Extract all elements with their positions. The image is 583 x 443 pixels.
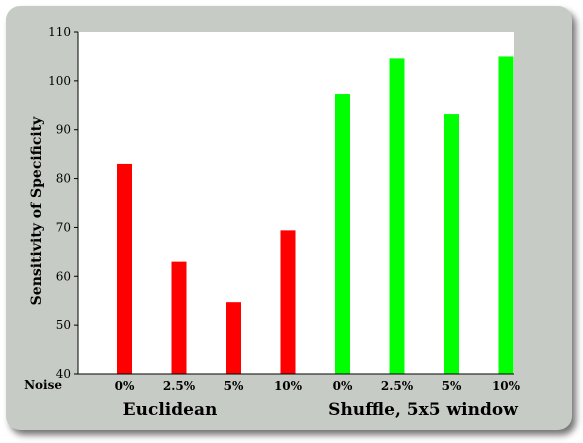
- bar-6: [444, 114, 459, 374]
- bar-1: [171, 261, 187, 374]
- y-tick-label: 70: [56, 220, 71, 234]
- y-tick-label: 100: [48, 74, 71, 88]
- x-tick-label-3: 10%: [274, 379, 303, 393]
- y-axis-label: Sensitivity of Specificity: [29, 116, 45, 305]
- x-tick-label-0: 0%: [115, 379, 135, 393]
- y-tick-label: 80: [56, 172, 71, 186]
- group-label-shuffle: Shuffle, 5x5 window: [328, 400, 518, 420]
- bar-7: [498, 56, 514, 375]
- x-tick-label-1: 2.5%: [163, 379, 196, 393]
- bar-5: [389, 58, 405, 374]
- group-label-euclidean: Euclidean: [123, 400, 218, 420]
- x-tick-label-4: 0%: [333, 379, 353, 393]
- bar-3: [280, 230, 296, 374]
- x-axis-label: Noise: [24, 378, 62, 392]
- x-tick-label-7: 10%: [492, 379, 521, 393]
- bar-4: [335, 94, 350, 374]
- plot-area: [78, 32, 514, 374]
- x-tick-label-6: 5%: [442, 379, 462, 393]
- y-tick-label: 60: [56, 269, 71, 283]
- bar-0: [117, 163, 132, 374]
- y-tick-label: 110: [48, 25, 71, 39]
- bar-2: [226, 302, 241, 374]
- y-tick-label: 50: [56, 318, 71, 332]
- y-tick-label: 40: [56, 367, 71, 381]
- y-tick-label: 90: [56, 123, 71, 137]
- x-tick-label-5: 2.5%: [381, 379, 414, 393]
- x-tick-label-2: 5%: [224, 379, 244, 393]
